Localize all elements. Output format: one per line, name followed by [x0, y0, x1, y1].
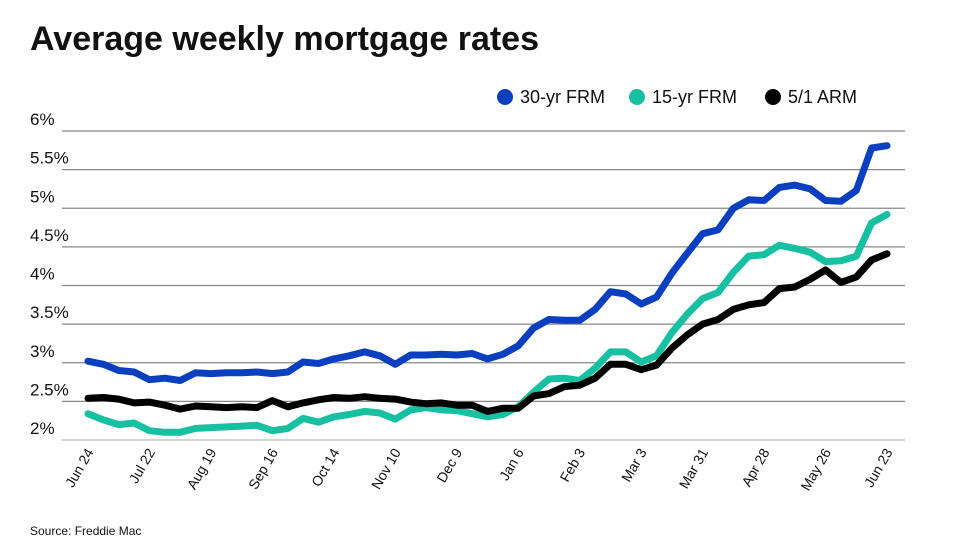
- x-tick-label: Mar 3: [618, 445, 650, 484]
- y-tick-label: 4.5%: [30, 226, 69, 245]
- legend-marker: [765, 89, 781, 105]
- chart-title: Average weekly mortgage rates: [30, 20, 539, 58]
- y-tick-label: 4%: [30, 265, 55, 284]
- series-line-30-yr-frm: [84, 142, 891, 384]
- x-tick-label: Nov 10: [368, 445, 404, 492]
- legend-marker: [629, 89, 645, 105]
- source-note: Source: Freddie Mac: [30, 524, 141, 538]
- legend-label: 15-yr FRM: [652, 87, 737, 107]
- y-tick-label: 3.5%: [30, 303, 69, 322]
- x-tick-label: Jan 6: [496, 445, 527, 483]
- y-tick-label: 2.5%: [30, 380, 69, 399]
- x-tick-label: Oct 14: [308, 445, 343, 489]
- gridlines: [62, 130, 905, 441]
- series-line-5-1-arm: [84, 250, 891, 415]
- x-tick-label: Apr 28: [738, 445, 773, 489]
- legend-marker: [497, 89, 513, 105]
- x-tick-label: Dec 9: [433, 445, 465, 485]
- x-tick-label: Aug 19: [183, 445, 219, 492]
- x-tick-label: Jul 22: [126, 445, 159, 486]
- x-tick-label: May 26: [797, 445, 834, 493]
- y-tick-label: 6%: [30, 110, 55, 129]
- x-tick-label: Jun 23: [861, 445, 896, 490]
- y-tick-label: 3%: [30, 342, 55, 361]
- series-lines: [84, 142, 891, 436]
- y-axis-ticks: 2% 2.5% 3% 3.5% 4% 4.5% 5% 5.5% 6%: [30, 110, 69, 438]
- y-tick-label: 2%: [30, 419, 55, 438]
- x-tick-label: Feb 3: [557, 445, 589, 484]
- y-tick-label: 5%: [30, 187, 55, 206]
- x-tick-label: Sep 16: [245, 445, 281, 492]
- x-tick-label: Jun 24: [62, 445, 97, 490]
- legend-label: 5/1 ARM: [788, 87, 857, 107]
- legend: 30-yr FRM 15-yr FRM 5/1 ARM: [497, 87, 857, 107]
- x-axis-ticks: Jun 24 Jul 22 Aug 19 Sep 16 Oct 14 Nov 10 Dec …: [62, 445, 896, 493]
- series-line-15-yr-frm: [84, 210, 891, 436]
- y-tick-label: 5.5%: [30, 149, 69, 168]
- x-tick-label: Mar 31: [676, 445, 712, 491]
- legend-label: 30-yr FRM: [520, 87, 605, 107]
